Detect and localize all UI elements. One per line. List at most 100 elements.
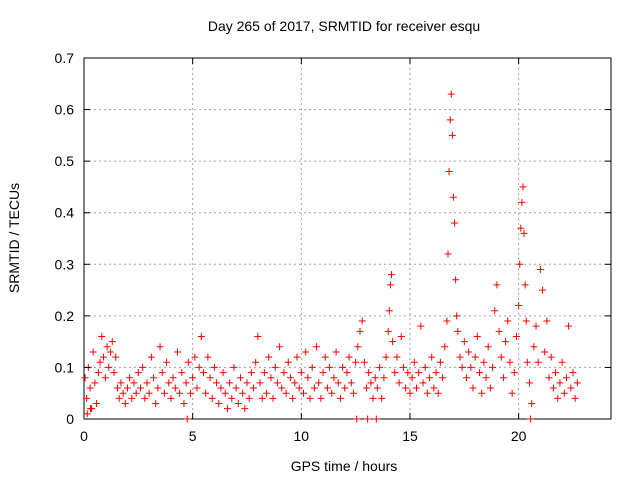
data-point <box>221 389 229 397</box>
data-point <box>373 384 381 392</box>
data-point <box>156 343 164 351</box>
data-point <box>184 358 192 366</box>
data-point <box>523 358 531 366</box>
data-point <box>399 363 407 371</box>
data-point <box>471 353 479 361</box>
data-point <box>130 379 138 387</box>
data-point <box>206 374 214 382</box>
data-point <box>527 415 535 423</box>
data-point <box>328 389 336 397</box>
data-point <box>376 363 384 371</box>
data-point <box>408 374 416 382</box>
data-point <box>369 394 377 402</box>
data-point <box>353 415 361 423</box>
data-point <box>382 353 390 361</box>
data-point <box>147 353 155 361</box>
y-tick-label: 0 <box>66 411 74 427</box>
data-point <box>378 394 386 402</box>
data-point <box>108 338 116 346</box>
data-point <box>165 379 173 387</box>
data-point <box>389 338 397 346</box>
data-point <box>493 281 501 289</box>
data-point <box>558 358 566 366</box>
data-point <box>271 363 279 371</box>
data-point <box>412 384 420 392</box>
data-point <box>193 384 201 392</box>
data-point <box>297 369 305 377</box>
data-point <box>534 358 542 366</box>
data-point <box>119 389 127 397</box>
data-point <box>263 389 271 397</box>
data-point <box>522 317 530 325</box>
data-point <box>423 389 431 397</box>
data-point <box>293 353 301 361</box>
data-point <box>456 353 464 361</box>
data-point <box>385 307 393 315</box>
data-point <box>447 90 455 98</box>
data-point <box>356 327 364 335</box>
data-point <box>486 384 494 392</box>
data-point <box>252 358 260 366</box>
data-point <box>397 332 405 340</box>
plot-frame <box>83 57 612 420</box>
data-point <box>145 389 153 397</box>
data-point <box>280 369 288 377</box>
data-point <box>243 379 251 387</box>
data-point <box>176 389 184 397</box>
data-point <box>519 183 527 191</box>
data-point <box>444 250 452 258</box>
data-point <box>217 384 225 392</box>
data-point <box>402 384 410 392</box>
data-point <box>321 353 329 361</box>
data-point <box>339 363 347 371</box>
data-point <box>510 369 518 377</box>
data-points <box>81 90 581 423</box>
data-point <box>528 400 536 408</box>
data-point <box>105 363 113 371</box>
data-point <box>204 353 212 361</box>
data-point <box>250 384 258 392</box>
data-point <box>417 322 425 330</box>
x-tick-label: 5 <box>189 428 197 444</box>
axis-ticks: 0 0.1 0.2 0.3 0.4 0.5 0.6 0.7 0 5 10 15 20 <box>55 50 611 444</box>
data-point <box>386 281 394 289</box>
data-point <box>178 369 186 377</box>
data-point <box>406 389 414 397</box>
y-tick-label: 0.1 <box>55 359 75 375</box>
data-point <box>132 389 140 397</box>
data-point <box>128 394 136 402</box>
data-point <box>415 369 423 377</box>
data-point <box>536 265 544 273</box>
data-point <box>317 394 325 402</box>
data-point <box>284 358 292 366</box>
data-point <box>299 389 307 397</box>
data-point <box>364 415 372 423</box>
data-point <box>137 384 145 392</box>
data-point <box>332 348 340 356</box>
y-tick-label: 0.6 <box>55 102 75 118</box>
data-point <box>448 131 456 139</box>
data-point <box>480 358 488 366</box>
data-point <box>276 343 284 351</box>
data-point <box>278 384 286 392</box>
data-point <box>491 307 499 315</box>
data-point <box>163 358 171 366</box>
data-point <box>319 369 327 377</box>
data-point <box>421 363 429 371</box>
data-point <box>126 374 134 382</box>
data-point <box>541 348 549 356</box>
data-point <box>189 374 197 382</box>
data-point <box>441 343 449 351</box>
data-point <box>443 317 451 325</box>
data-point <box>150 374 158 382</box>
data-point <box>258 394 266 402</box>
data-point <box>117 379 125 387</box>
data-point <box>556 379 564 387</box>
data-point <box>254 332 262 340</box>
data-point <box>226 379 234 387</box>
y-tick-label: 0.2 <box>55 308 75 324</box>
data-point <box>215 400 223 408</box>
data-point <box>473 332 481 340</box>
data-point <box>552 369 560 377</box>
